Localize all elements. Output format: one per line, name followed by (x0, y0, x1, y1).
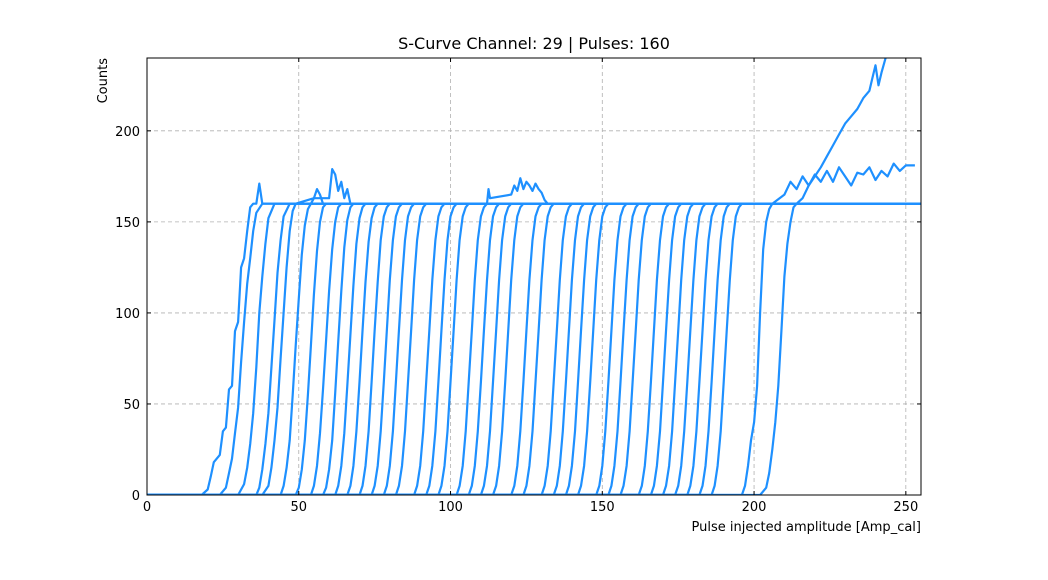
series-line-10 (147, 202, 921, 495)
series-line-24 (147, 202, 921, 495)
y-tick-label: 100 (115, 307, 140, 322)
series-line-15 (147, 202, 921, 495)
series-line-3 (147, 202, 921, 495)
series-line-6 (147, 168, 921, 495)
series-line-14 (147, 202, 921, 495)
series-line-28 (147, 202, 921, 495)
series-line-1 (147, 182, 921, 495)
x-tick-label: 200 (742, 500, 767, 515)
series-layer (147, 58, 921, 495)
x-tick-label: 250 (893, 500, 918, 515)
series-line-27 (147, 202, 921, 495)
series-line-30 (147, 202, 921, 495)
series-line-40 (147, 58, 887, 495)
series-line-2 (147, 202, 921, 495)
x-tick-label: 150 (590, 500, 615, 515)
series-line-19 (147, 177, 921, 495)
series-line-35 (147, 202, 921, 495)
series-line-7 (147, 202, 921, 495)
y-tick-label: 200 (115, 125, 140, 140)
series-line-26 (147, 202, 921, 495)
series-line-32 (147, 202, 921, 495)
series-line-36 (147, 202, 921, 495)
series-line-13 (147, 202, 921, 495)
series-line-8 (147, 202, 921, 495)
series-line-31 (147, 202, 921, 495)
y-axis-label: Counts (96, 58, 111, 104)
series-line-37 (147, 202, 921, 495)
series-line-38 (147, 202, 921, 495)
series-line-25 (147, 202, 921, 495)
y-tick-label: 0 (132, 489, 140, 504)
series-line-16 (147, 202, 921, 495)
chart-title: S-Curve Channel: 29 | Pulses: 160 (398, 34, 670, 53)
series-line-22 (147, 202, 921, 495)
x-tick-label: 50 (290, 500, 307, 515)
series-line-33 (147, 202, 921, 495)
series-line-18 (147, 202, 921, 495)
ticks: 0 50 100 150 200 250 0 50 100 150 200 (115, 58, 921, 515)
series-line-4 (147, 202, 921, 495)
y-tick-label: 50 (123, 398, 140, 413)
x-tick-label: 100 (438, 500, 463, 515)
series-line-23 (147, 202, 921, 495)
series-line-20 (147, 202, 921, 495)
series-line-5 (147, 188, 921, 495)
series-line-12 (147, 202, 921, 495)
series-line-21 (147, 202, 921, 495)
series-line-11 (147, 202, 921, 495)
series-line-17 (147, 202, 921, 495)
y-tick-label: 150 (115, 216, 140, 231)
series-line-34 (147, 202, 921, 495)
plot-frame (146, 57, 922, 496)
x-axis-label: Pulse injected amplitude [Amp_cal] (692, 520, 921, 535)
x-tick-label: 0 (143, 500, 151, 515)
series-line-9 (147, 202, 921, 495)
series-line-29 (147, 202, 921, 495)
